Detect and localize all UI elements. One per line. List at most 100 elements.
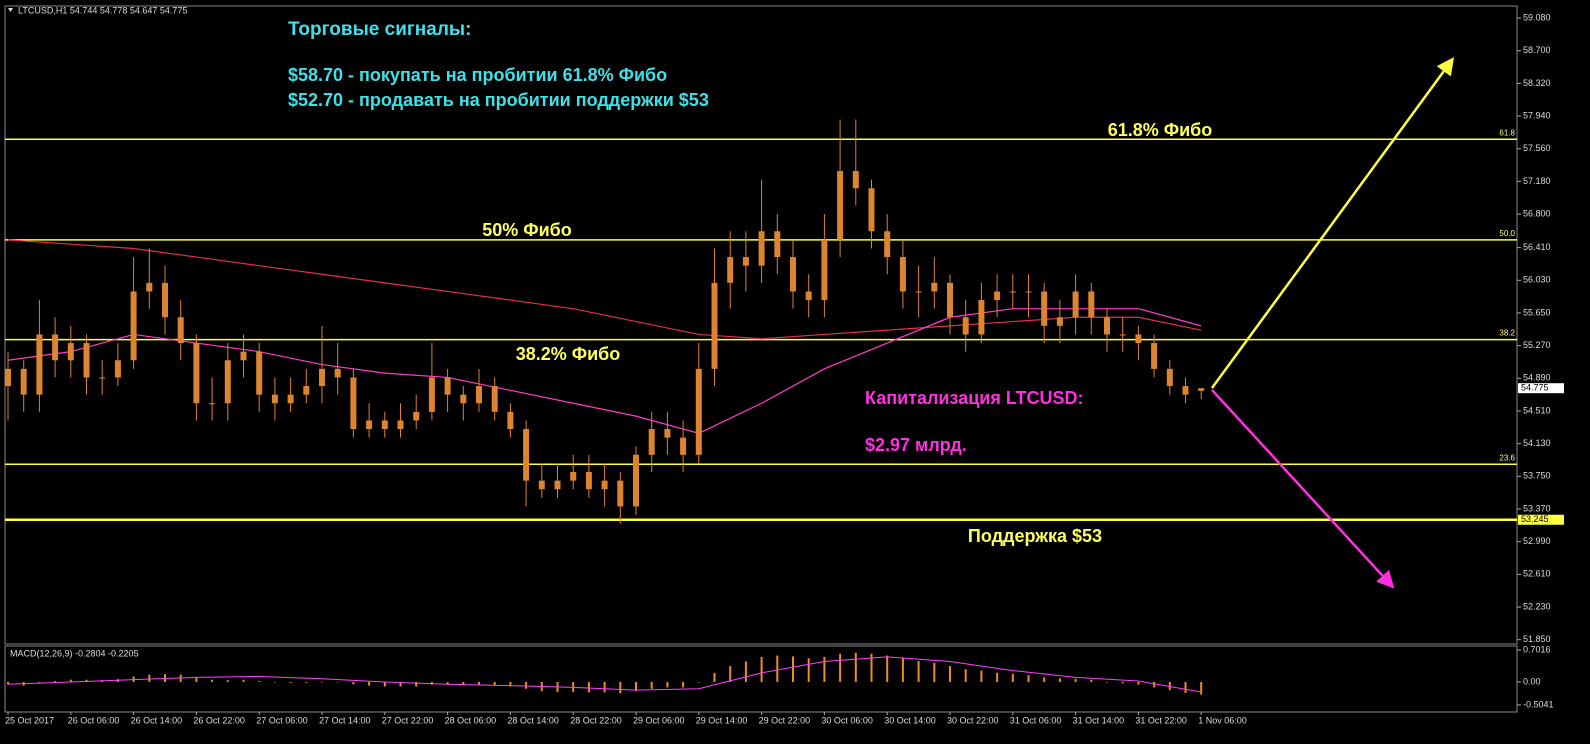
candle-body	[99, 377, 106, 379]
macd-bar	[1011, 673, 1014, 682]
macd-bar	[760, 656, 763, 682]
x-tick-label: 30 Oct 14:00	[884, 715, 936, 725]
macd-bar	[1027, 675, 1030, 682]
candle-body	[899, 257, 906, 292]
annotation: $52.70 - продавать на пробитии поддержки…	[288, 90, 709, 110]
macd-bar	[305, 681, 308, 683]
y-tick-label: 54.890	[1523, 373, 1551, 383]
macd-bar	[446, 681, 449, 685]
up-arrow	[1210, 57, 1455, 389]
macd-bar	[964, 669, 967, 682]
candle-body	[664, 429, 671, 438]
candle-body	[83, 343, 90, 378]
candle-body	[711, 282, 718, 369]
candle-body	[1041, 291, 1048, 326]
macd-bar	[996, 672, 999, 682]
candle-body	[491, 386, 498, 412]
macd-bar	[493, 681, 496, 686]
candle-body	[193, 343, 200, 404]
x-tick-label: 25 Oct 2017	[5, 715, 54, 725]
macd-bar	[1043, 677, 1046, 682]
candle-body	[209, 403, 216, 405]
y-tick-label: 51.850	[1523, 634, 1551, 644]
macd-bar	[352, 681, 355, 685]
macd-bar	[949, 666, 951, 682]
candle-body	[476, 386, 482, 404]
annotation: $2.97 млрд.	[865, 435, 967, 455]
candle-body	[507, 411, 514, 430]
plot: 59.080 58.700 58.320 57.940 57.560 57.180 56.8…	[5, 12, 1564, 725]
annotation: 50% Фибо	[482, 220, 572, 240]
candle-body	[837, 171, 844, 240]
candle-body	[1166, 368, 1173, 387]
candle-body	[1088, 291, 1095, 318]
y-tick-label: 55.270	[1523, 340, 1551, 350]
down-arrow	[1211, 389, 1395, 589]
candle-body	[5, 368, 11, 387]
candle-body	[177, 317, 184, 344]
macd-bar	[148, 674, 151, 682]
candle-body	[742, 257, 749, 266]
y-tick-label: 56.410	[1523, 242, 1551, 252]
candle-body	[224, 360, 231, 404]
macd-bar	[525, 681, 528, 689]
candle-body	[570, 472, 577, 481]
x-tick-label: 26 Oct 22:00	[193, 715, 245, 725]
macd-bar	[933, 662, 936, 682]
macd-bar	[289, 681, 292, 683]
macd-bar	[776, 655, 779, 682]
macd-bar	[383, 681, 386, 687]
candle-body	[287, 394, 294, 404]
x-tick-label: 31 Oct 06:00	[1010, 715, 1062, 725]
macd-title: MACD(12,26,9) -0.2804 -0.2205	[10, 648, 139, 658]
menu-icon	[8, 8, 13, 12]
y-tick-label: 54.510	[1523, 405, 1551, 415]
header: LTCUSD,H1 54.744 54.778 54.647 54.775	[18, 5, 187, 15]
macd-bar	[1153, 681, 1156, 688]
candle-body	[146, 282, 153, 292]
candle-body	[240, 351, 247, 361]
y-tick-label: 52.990	[1523, 536, 1551, 546]
main-panel	[4, 5, 1518, 645]
macd-bar	[226, 680, 229, 682]
y-tick-label: 52.610	[1523, 569, 1551, 579]
macd-bar	[85, 679, 88, 682]
macd-bar	[807, 658, 810, 682]
macd-bar	[729, 666, 732, 682]
macd-bar	[619, 681, 622, 694]
y-tick-label: 56.030	[1523, 275, 1551, 285]
x-tick-label: 26 Oct 14:00	[131, 715, 183, 725]
macd-bar	[854, 652, 857, 682]
y-tick-label: 53.370	[1523, 503, 1551, 513]
support-price-box	[1518, 514, 1564, 525]
last-price: 54.775	[1521, 383, 1549, 393]
y-tick-label: 53.750	[1523, 471, 1551, 481]
candle-body	[397, 420, 404, 430]
macd-bar	[368, 681, 371, 686]
macd-bar	[258, 681, 261, 682]
macd-bar	[38, 681, 41, 683]
macd-bar	[242, 679, 245, 682]
x-tick-label: 27 Oct 22:00	[382, 715, 434, 725]
x-tick-label: 31 Oct 22:00	[1135, 715, 1187, 725]
annotation: $58.70 - покупать на пробитии 61.8% Фибо	[288, 65, 667, 85]
macd-signal	[7, 656, 1202, 693]
x-tick-label: 27 Oct 14:00	[319, 715, 371, 725]
macd-bar	[697, 681, 700, 683]
macd-bar	[321, 681, 323, 683]
candle-body	[805, 291, 812, 301]
macd-tick-label: -0.5041	[1523, 699, 1554, 709]
y-tick-label: 57.180	[1523, 176, 1551, 186]
fib-level-label: 61.8	[1499, 128, 1515, 137]
y-tick-label: 59.080	[1523, 12, 1551, 22]
moving-average	[7, 308, 1202, 434]
macd-bar	[336, 681, 339, 683]
x-tick-label: 1 Nov 06:00	[1198, 715, 1247, 725]
x-tick-label: 28 Oct 14:00	[507, 715, 559, 725]
candle-body	[680, 437, 687, 455]
candle-body	[601, 480, 608, 490]
candle-body	[1104, 317, 1110, 335]
candle-body	[52, 334, 59, 361]
